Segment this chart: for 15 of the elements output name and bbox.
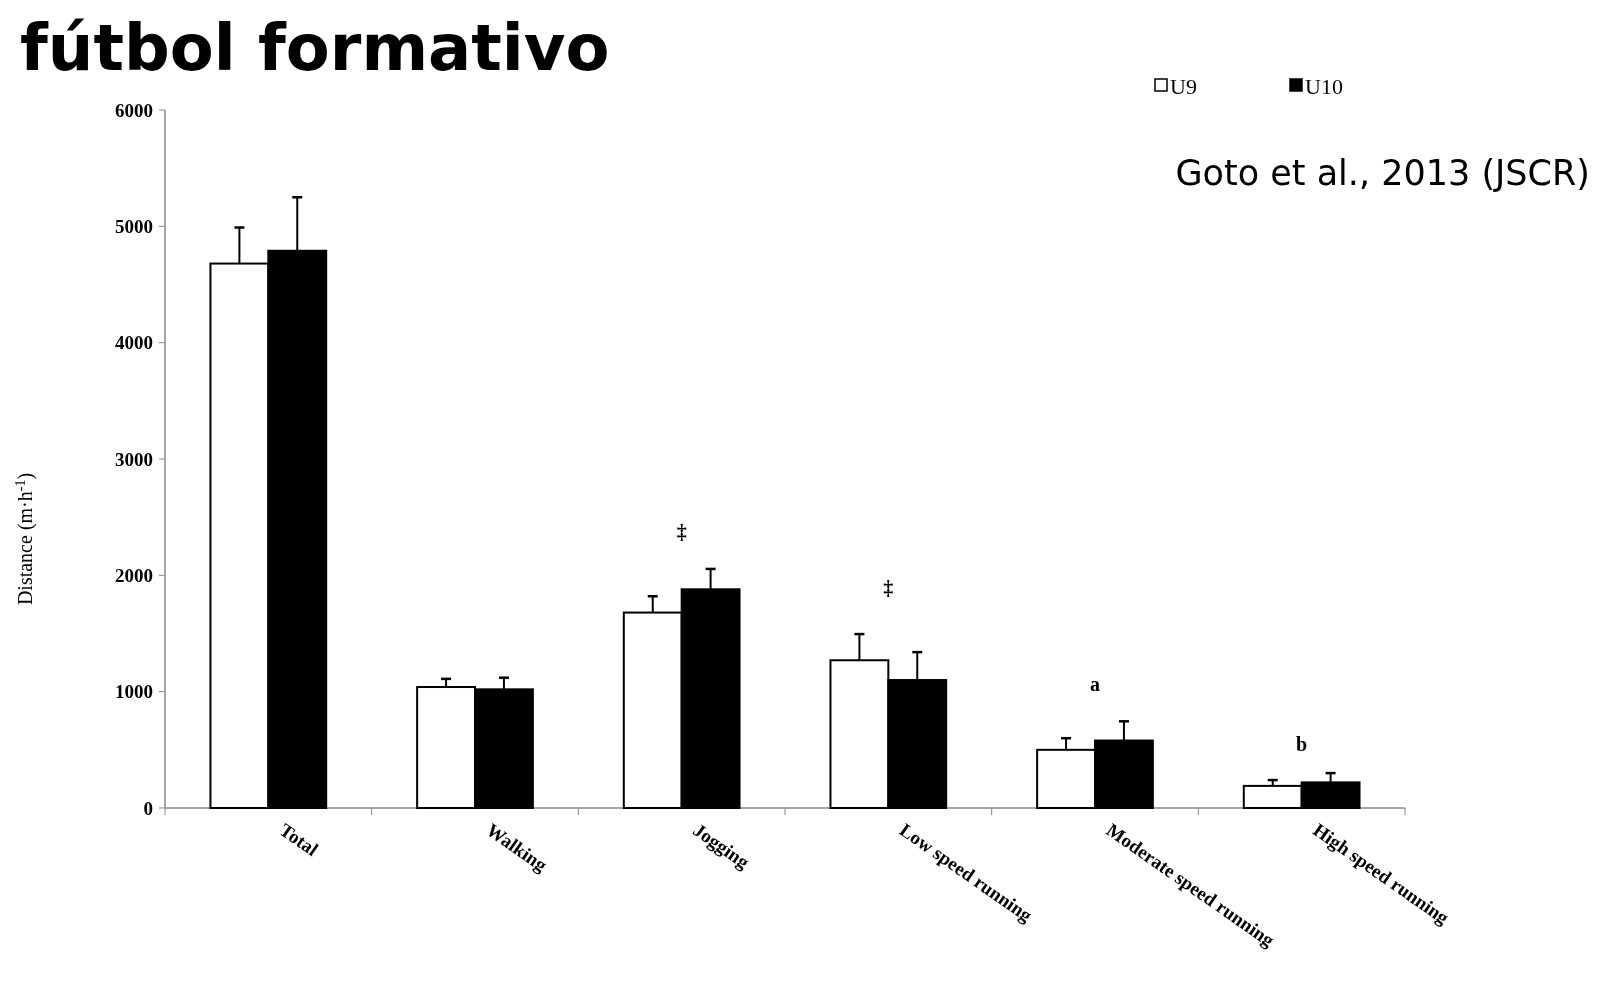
- y-tick-label: 6000: [115, 99, 153, 121]
- y-tick-label: 3000: [115, 448, 153, 470]
- y-tick-label: 5000: [115, 215, 153, 237]
- annotation: b: [1296, 732, 1308, 755]
- annotation: Goto et al., 2013 (JSCR): [1175, 153, 1590, 193]
- annotation: ‡: [883, 577, 894, 600]
- annotation: a: [1090, 673, 1100, 696]
- y-tick-label: 4000: [115, 332, 153, 354]
- legend-label: U10: [1305, 73, 1343, 99]
- y-tick-label: 1000: [115, 681, 153, 703]
- y-tick-label: 0: [143, 797, 153, 819]
- annotation: ‡: [676, 521, 687, 544]
- chart-title: fútbol formativo: [20, 11, 610, 85]
- y-tick-label: 2000: [115, 564, 153, 586]
- legend-label: U9: [1170, 73, 1197, 99]
